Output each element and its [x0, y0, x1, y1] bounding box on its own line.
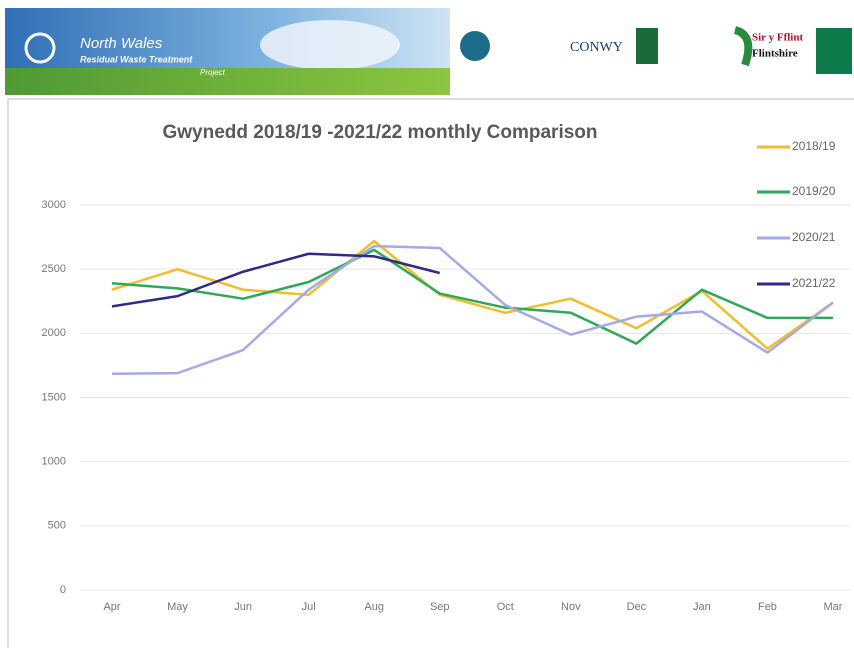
y-tick-label: 3000: [42, 199, 66, 211]
y-tick-label: 1000: [42, 456, 66, 468]
logo-text: Flintshire: [752, 48, 798, 60]
series-line: [111, 252, 441, 308]
x-tick-label: Dec: [627, 601, 647, 613]
chart-title: Gwynedd 2018/19 -2021/22 monthly Compari…: [162, 122, 597, 143]
y-tick-label: 2500: [42, 263, 66, 275]
x-tick-label: Nov: [561, 601, 581, 613]
x-tick-label: Oct: [497, 601, 514, 613]
x-tick-label: Aug: [364, 601, 384, 613]
chart-frame: [7, 98, 854, 653]
logos: CONWY Sir y Fflint Flintshire: [460, 26, 852, 74]
legend-label: 2020/21: [792, 230, 836, 244]
series-line: [111, 248, 833, 345]
banner: North Wales Residual Waste Treatment Pro…: [5, 8, 450, 95]
y-tick-label: 1500: [42, 391, 66, 403]
legend-label: 2019/20: [792, 184, 836, 198]
legend-label: 2021/22: [792, 276, 836, 290]
y-tick-label: 2000: [42, 327, 66, 339]
x-tick-label: Feb: [758, 601, 777, 613]
logo-text: Sir y Fflint: [752, 32, 803, 44]
banner-tag: Project: [200, 68, 226, 77]
x-tick-label: Sep: [430, 601, 450, 613]
banner-title: North Wales: [80, 35, 163, 52]
y-tick-label: 0: [60, 584, 66, 596]
x-tick-label: Apr: [103, 601, 120, 613]
y-tick-label: 500: [48, 520, 66, 532]
x-tick-label: Jun: [234, 601, 252, 613]
x-tick-label: Mar: [824, 601, 843, 613]
x-tick-label: May: [167, 601, 188, 613]
legend-label: 2018/19: [792, 139, 836, 153]
series-line: [111, 239, 834, 350]
x-tick-label: Jul: [302, 601, 316, 613]
x-tick-label: Jan: [693, 601, 711, 613]
series-line: [111, 244, 834, 376]
logo-text: CONWY: [570, 40, 623, 55]
banner-subtitle: Residual Waste Treatment: [80, 54, 193, 64]
